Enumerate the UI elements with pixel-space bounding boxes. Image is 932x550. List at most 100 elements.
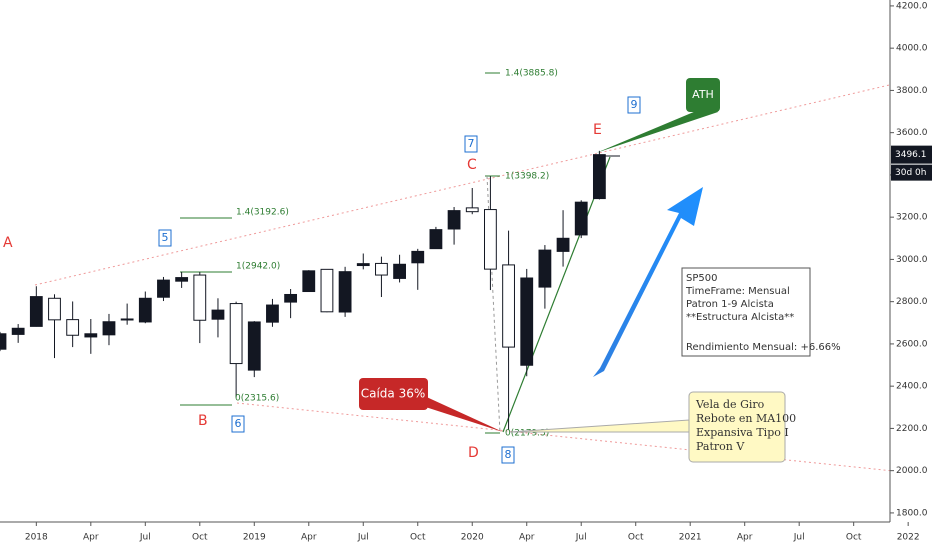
y-tick-label: 4000.0 (896, 44, 928, 54)
count-number: 6 (235, 417, 242, 430)
info-line: SP500 (686, 273, 717, 284)
candle-body (247, 321, 261, 371)
count-box (158, 229, 172, 247)
candle-body (465, 207, 479, 213)
candle-body (211, 309, 225, 320)
fib-label: 1.4(3885.8) (505, 69, 558, 79)
candle-body (193, 274, 207, 321)
candle-body (502, 264, 515, 348)
candle-body (484, 209, 497, 270)
candle-body (393, 263, 406, 279)
note-line: Vela de Giro (695, 398, 765, 411)
note-line: Expansiva Tipo I (696, 426, 789, 439)
x-tick-label: 2020 (461, 533, 484, 543)
candle-body (411, 250, 425, 264)
candle-body (66, 319, 80, 336)
callout-box (359, 378, 428, 410)
info-text: SP500 TimeFrame: Mensual Patron 1-9 Alcist… (685, 273, 841, 353)
wave-letter: C (467, 157, 477, 173)
callout-text: Caída 36% (361, 387, 426, 401)
y-tick-label: 2200.0 (896, 424, 928, 434)
fib-label: 1.4(3192.6) (236, 208, 289, 218)
candle-body (84, 333, 98, 338)
x-tick-label: 2018 (25, 533, 48, 543)
fib-label: 0(2179.3) (505, 429, 549, 439)
candle-body (520, 277, 534, 366)
candle-body (0, 333, 7, 350)
fib-label: 0(2315.6) (235, 394, 279, 404)
y-tick-label: 1800.0 (896, 508, 928, 518)
callout-pointer (596, 106, 718, 153)
y-tick-label: 3600.0 (896, 128, 928, 138)
bullish-arrow (593, 187, 703, 377)
upper-trendline (34, 74, 932, 286)
last-price-label: 3496.1 (895, 150, 927, 160)
wave-letter: E (593, 122, 602, 138)
x-tick-label: Oct (846, 533, 862, 543)
y-tick-label: 2000.0 (896, 466, 928, 476)
candle-body (574, 201, 588, 236)
candle-body (138, 297, 152, 323)
candle-body (302, 270, 316, 293)
candle-body (356, 263, 370, 267)
x-tick-label: Apr (301, 533, 317, 543)
x-tick-label: Apr (83, 533, 99, 543)
note-pointer (509, 419, 690, 433)
time-axis-bg (0, 522, 932, 550)
info-box (681, 267, 811, 357)
annotations: 1.4(3192.6) 1(2942.0) 0(2315.6) 1.4(3885… (3, 69, 841, 464)
candle-body (338, 271, 352, 313)
wave-letter: A (3, 235, 13, 251)
wave-letter: D (468, 445, 479, 461)
candle-body (320, 268, 334, 313)
x-tick-label: 2019 (243, 533, 266, 543)
note-box (688, 391, 786, 463)
candle-body (447, 210, 461, 230)
candle-body (229, 303, 243, 365)
y-tick-label: 2600.0 (896, 339, 928, 349)
info-line: **Estructura Alcista** (686, 312, 794, 323)
y-tick-label: 4200.0 (896, 1, 928, 11)
callout-pointer (410, 394, 503, 432)
candle-body (29, 296, 43, 327)
wave-letter: B (198, 413, 208, 429)
x-tick-label: Oct (628, 533, 644, 543)
candle-body (11, 327, 25, 335)
count-number: 7 (468, 137, 475, 150)
countdown-label: 30d 0h (895, 168, 926, 178)
count-number: 9 (631, 98, 638, 111)
candle-body (538, 249, 552, 288)
x-tick-label: Oct (410, 533, 426, 543)
x-tick-label: 2022 (897, 533, 920, 543)
countdown-box (891, 164, 932, 181)
x-tick-label: Jul (793, 533, 805, 543)
candle-body (175, 277, 189, 282)
note-line: Rebote en MA100 (696, 412, 796, 425)
count-number: 8 (505, 448, 512, 461)
fib-label: 1(2942.0) (236, 262, 280, 272)
lower-trendline (236, 402, 932, 476)
note-line: Patron V (696, 440, 745, 453)
y-tick-label: 2800.0 (896, 297, 928, 307)
candle-body (102, 321, 116, 336)
candle-body (284, 293, 298, 303)
x-tick-label: Jul (139, 533, 151, 543)
candle-body (157, 279, 170, 298)
fib-label: 1(3398.2) (505, 172, 549, 182)
candle-body (375, 262, 388, 276)
count-box (464, 135, 478, 153)
info-line: Patron 1-9 Alcista (686, 299, 774, 310)
x-tick-label: Apr (519, 533, 535, 543)
candle-body (429, 229, 443, 250)
candle-body (556, 237, 570, 252)
candles (0, 150, 606, 431)
y-tick-label: 3200.0 (896, 213, 928, 223)
x-tick-label: Oct (192, 533, 208, 543)
count-box (501, 446, 515, 464)
x-tick-label: Jul (575, 533, 587, 543)
candle-body (48, 297, 61, 321)
candle-body (120, 318, 134, 321)
